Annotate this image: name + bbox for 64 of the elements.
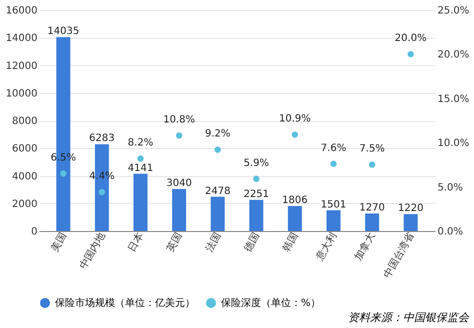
data-label: 2478 [204,186,230,197]
x-tick-label: 英国 [164,230,185,254]
bar [249,200,264,231]
y-tick-label: 4000 [12,171,38,182]
y-tick-label: 16000 [6,6,38,16]
y2-tick-label: 10.0% [438,138,470,150]
data-label: 1270 [359,202,385,214]
point [330,160,337,167]
data-label: 7.5% [359,144,385,155]
x-tick-label: 韩国 [280,230,301,254]
point [137,155,144,162]
x-tick-label: 德国 [242,231,262,254]
data-label: 4141 [128,162,154,174]
y-tick-label: 14000 [6,33,38,44]
data-label: 10.8% [163,114,195,126]
bar [404,214,418,231]
data-label: 1220 [398,203,424,214]
point [214,146,221,153]
data-label: 14035 [47,26,80,38]
y-tick-label: 10000 [6,88,38,100]
x-tick-label: 中国内地 [77,230,108,272]
data-label: 1501 [320,199,346,210]
data-label: 3040 [166,178,192,190]
y-tick-label: 6000 [12,144,38,155]
y2-tick-label: 0.0% [438,226,463,238]
point [176,132,182,139]
x-tick-label: 美国 [48,230,69,254]
data-label: 9.2% [204,128,230,140]
y2-tick-label: 25.0% [438,6,470,16]
x-tick-label: 中国台湾省 [381,230,416,280]
x-tick-label: 日本 [126,230,146,254]
bar [326,210,340,231]
point [60,170,66,177]
data-label: 5.9% [244,158,270,169]
data-label: 20.0% [394,33,427,44]
point [408,51,414,58]
y2-tick-label: 5.0% [438,182,463,194]
bar [365,213,380,231]
data-label: 1806 [282,195,308,206]
legend-label: 保险深度（单位：%） [221,297,321,309]
point [368,162,376,168]
y-tick-label: 8000 [12,116,38,127]
data-label: 10.9% [279,114,311,125]
text: 资料来源：中国银保监会 [348,311,470,324]
y2-tick-label: 15.0% [438,94,470,105]
x-tick-label: 意大利 [313,230,340,264]
point [98,188,106,196]
bar [210,196,225,231]
bar [288,206,302,231]
point [253,176,260,182]
data-label: 2251 [244,188,270,200]
bar [134,174,148,231]
data-label: 7.6% [320,142,346,154]
y2-tick-label: 20.0% [438,50,470,61]
y-tick-label: 0 [31,226,38,238]
legend-label: 保险市场规模（单位：亿美元） [55,297,195,309]
data-label: 6283 [89,133,115,144]
bar [172,189,186,231]
y-tick-label: 2000 [12,198,38,210]
y-tick-label: 12000 [6,60,38,72]
x-tick-label: 加拿大 [352,230,378,262]
point [292,131,298,138]
x-tick-label: 法国 [203,230,224,254]
data-label: 8.2% [128,138,154,149]
